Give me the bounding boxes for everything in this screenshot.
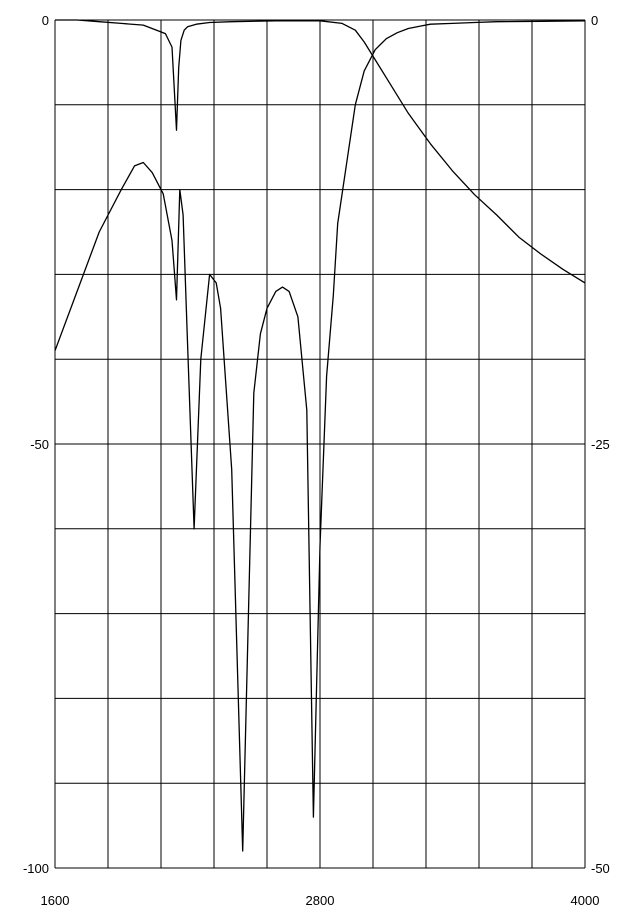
series-line-right-axis: [55, 19, 586, 284]
tick-labels: 0 -50 -100 0 -25 -50 1600 2800 4000: [23, 13, 610, 908]
series-line-left-axis: [54, 20, 586, 852]
y-right-tick-label: 0: [591, 13, 598, 28]
x-tick-label: 2800: [306, 893, 335, 908]
y-left-tick-label: 0: [42, 13, 49, 28]
series-layer: [54, 19, 586, 852]
y-right-tick-label: -25: [591, 437, 610, 452]
x-tick-label: 4000: [571, 893, 600, 908]
x-tick-label: 1600: [41, 893, 70, 908]
y-right-tick-label: -50: [591, 861, 610, 876]
grid: [54, 19, 586, 869]
y-left-tick-label: -50: [30, 437, 49, 452]
y-left-tick-label: -100: [23, 861, 49, 876]
